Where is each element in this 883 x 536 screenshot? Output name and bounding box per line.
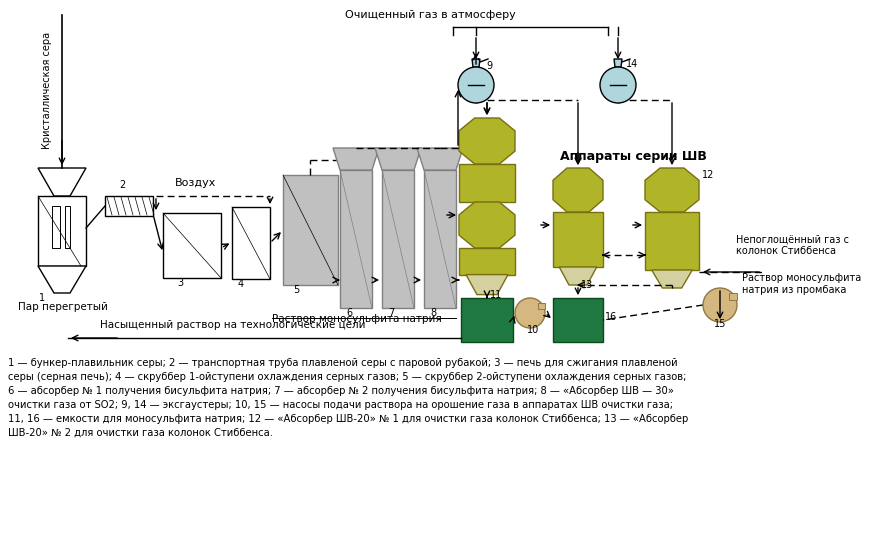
- Bar: [424, 170, 456, 308]
- Circle shape: [458, 67, 494, 103]
- Text: Раствор моносульфита
натрия из промбака: Раствор моносульфита натрия из промбака: [742, 273, 861, 295]
- Text: 8: 8: [430, 308, 436, 318]
- Polygon shape: [38, 168, 86, 196]
- Text: 3: 3: [177, 278, 183, 288]
- Text: 11, 16 — емкости для моносульфита натрия; 12 — «Абсорбер ШВ-20» № 1 для очистки : 11, 16 — емкости для моносульфита натрия…: [8, 414, 688, 424]
- Text: 14: 14: [626, 59, 638, 69]
- Polygon shape: [417, 148, 463, 170]
- Polygon shape: [466, 274, 508, 295]
- Bar: [65, 206, 70, 248]
- Text: Очищенный газ в атмосферу: Очищенный газ в атмосферу: [344, 10, 516, 20]
- Text: Аппараты серии ШВ: Аппараты серии ШВ: [560, 150, 707, 163]
- Bar: [105, 196, 153, 216]
- Polygon shape: [645, 168, 699, 212]
- Text: Насыщенный раствор на технологические цели: Насыщенный раствор на технологические це…: [100, 320, 366, 330]
- Polygon shape: [652, 270, 692, 288]
- Text: 6 — абсорбер № 1 получения бисульфита натрия; 7 — абсорбер № 2 получения бисульф: 6 — абсорбер № 1 получения бисульфита на…: [8, 386, 674, 396]
- Text: 16: 16: [605, 312, 617, 322]
- Text: серы (серная печь); 4 — скруббер 1-ойступени охлаждения серных газов; 5 — скрубб: серы (серная печь); 4 — скруббер 1-ойсту…: [8, 372, 686, 382]
- Polygon shape: [614, 59, 622, 67]
- Polygon shape: [728, 293, 737, 300]
- Text: 1: 1: [39, 293, 45, 303]
- Text: очистки газа от SO2; 9, 14 — эксгаустеры; 10, 15 — насосы подачи раствора на оро: очистки газа от SO2; 9, 14 — эксгаустеры…: [8, 400, 673, 410]
- Bar: [163, 213, 221, 278]
- Polygon shape: [333, 148, 379, 170]
- Text: 1 — бункер-плавильник серы; 2 — транспортная труба плавленой серы с паровой руба: 1 — бункер-плавильник серы; 2 — транспор…: [8, 358, 677, 368]
- Bar: [553, 212, 603, 267]
- Text: 12: 12: [702, 170, 714, 180]
- Polygon shape: [559, 267, 597, 285]
- Text: 11: 11: [490, 289, 502, 300]
- Text: 6: 6: [346, 308, 352, 318]
- Text: Кристаллическая сера: Кристаллическая сера: [42, 32, 52, 148]
- Bar: [645, 212, 699, 270]
- Text: Непоглощённый газ с
колонок Стиббенса: Непоглощённый газ с колонок Стиббенса: [736, 234, 849, 256]
- Bar: [553, 298, 603, 342]
- Bar: [283, 175, 338, 285]
- Polygon shape: [538, 302, 545, 309]
- Text: ШВ-20» № 2 для очистки газа колонок Стиббенса.: ШВ-20» № 2 для очистки газа колонок Стиб…: [8, 428, 273, 438]
- Circle shape: [600, 67, 636, 103]
- Bar: [459, 248, 515, 274]
- Bar: [232, 207, 270, 279]
- Polygon shape: [375, 148, 421, 170]
- Text: Воздух: Воздух: [175, 178, 216, 188]
- Text: 9: 9: [486, 61, 492, 71]
- Text: 7: 7: [388, 308, 394, 318]
- Circle shape: [515, 298, 545, 328]
- Bar: [38, 196, 86, 266]
- Text: 15: 15: [714, 319, 727, 329]
- Bar: [459, 164, 515, 202]
- Polygon shape: [553, 168, 603, 212]
- Text: 4: 4: [238, 279, 244, 289]
- Polygon shape: [472, 59, 480, 67]
- Text: 5: 5: [293, 285, 299, 295]
- Bar: [52, 206, 60, 248]
- Bar: [461, 298, 513, 342]
- Polygon shape: [459, 202, 515, 248]
- Text: Пар перегретый: Пар перегретый: [18, 302, 108, 312]
- Text: 13: 13: [581, 280, 593, 290]
- Text: 10: 10: [527, 325, 540, 335]
- Polygon shape: [459, 118, 515, 164]
- Circle shape: [703, 288, 737, 322]
- Polygon shape: [38, 266, 86, 293]
- Bar: [340, 170, 372, 308]
- Text: 2: 2: [119, 180, 125, 190]
- Text: Раствор моносульфита натрия: Раствор моносульфита натрия: [272, 314, 442, 324]
- Bar: [382, 170, 414, 308]
